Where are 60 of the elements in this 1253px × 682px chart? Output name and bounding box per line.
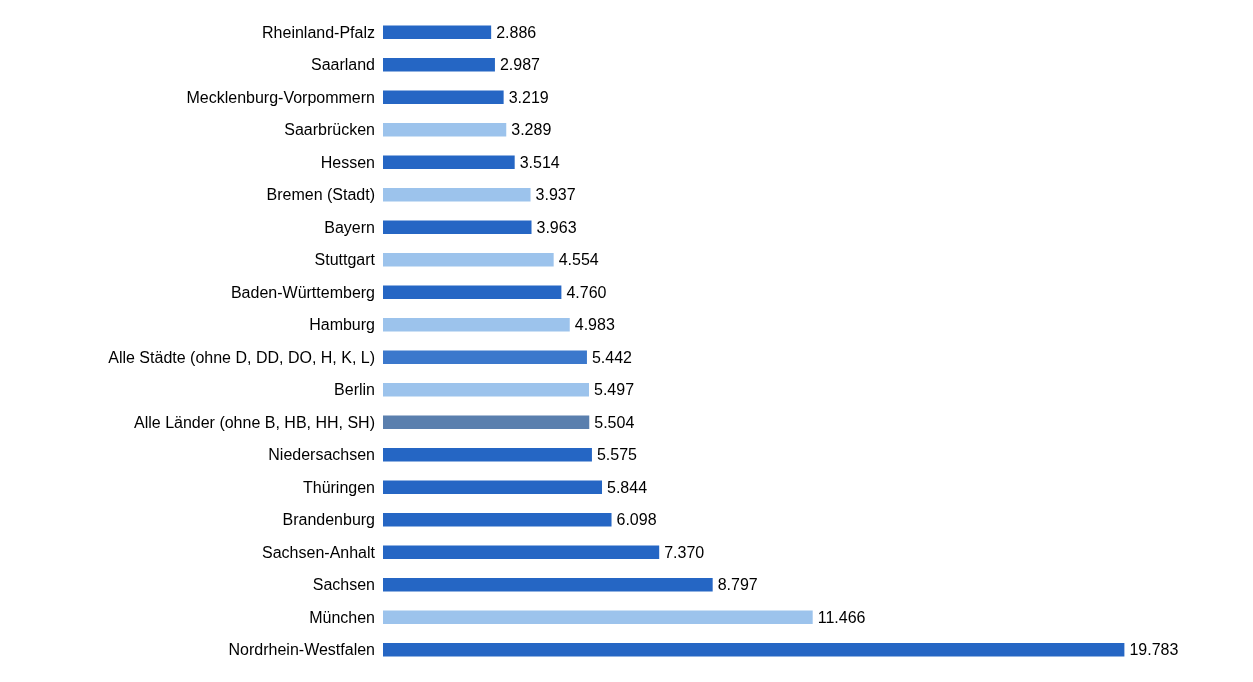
bar xyxy=(383,317,570,332)
data-label: 5.442 xyxy=(591,348,633,366)
bar xyxy=(383,57,495,72)
y-tick-label: Thüringen xyxy=(302,478,375,496)
data-label: 5.504 xyxy=(594,413,635,431)
bar xyxy=(383,545,660,560)
y-tick-label: Bremen (Stadt) xyxy=(266,186,375,204)
data-label: 5.844 xyxy=(607,478,648,496)
data-label: 7.370 xyxy=(664,543,705,561)
y-tick-label: Berlin xyxy=(334,381,375,399)
data-label: 5.575 xyxy=(596,446,638,464)
bar xyxy=(383,187,531,202)
y-tick-label: Saarbrücken xyxy=(284,121,375,139)
y-tick-label: Alle Städte (ohne D, DD, DO, H, K, L) xyxy=(108,348,375,366)
y-tick-label: Stuttgart xyxy=(314,251,376,269)
bar xyxy=(383,480,603,495)
data-label: 3.219 xyxy=(508,88,549,106)
bar xyxy=(383,220,532,235)
bar xyxy=(383,90,504,105)
bar xyxy=(383,447,592,462)
data-label: 3.514 xyxy=(519,153,560,171)
bar xyxy=(383,350,587,365)
y-tick-label: Bayern xyxy=(324,218,375,236)
data-label: 11.466 xyxy=(817,608,866,626)
bar xyxy=(383,610,813,625)
y-tick-label: Sachsen-Anhalt xyxy=(262,543,376,561)
data-label: 8.797 xyxy=(717,576,758,594)
y-tick-label: Mecklenburg-Vorpommern xyxy=(186,88,375,106)
y-tick-label: Rheinland-Pfalz xyxy=(262,23,375,41)
y-tick-label: Baden-Württemberg xyxy=(230,283,375,301)
data-label: 3.963 xyxy=(536,218,577,236)
data-label: 3.289 xyxy=(511,121,552,139)
y-tick-label: Hessen xyxy=(320,153,375,171)
y-tick-label: Saarland xyxy=(310,56,375,74)
bar xyxy=(383,577,713,592)
data-label: 4.554 xyxy=(558,251,599,269)
bar xyxy=(383,382,590,397)
y-tick-label: Sachsen xyxy=(312,576,375,594)
y-tick-label: Alle Länder (ohne B, HB, HH, SH) xyxy=(134,413,375,431)
data-label: 2.886 xyxy=(496,23,537,41)
bar xyxy=(383,252,554,267)
bar xyxy=(383,642,1125,657)
y-tick-label: München xyxy=(309,608,375,626)
y-tick-label: Nordrhein-Westfalen xyxy=(228,641,375,659)
y-tick-label: Hamburg xyxy=(309,316,375,334)
bar xyxy=(383,285,562,300)
y-tick-label: Niedersachsen xyxy=(268,446,375,464)
data-label: 19.783 xyxy=(1129,641,1179,659)
data-label: 4.760 xyxy=(566,283,607,301)
bar xyxy=(383,122,507,137)
data-label: 6.098 xyxy=(616,511,657,529)
bar xyxy=(383,155,515,170)
data-label: 3.937 xyxy=(535,186,576,204)
data-label: 2.987 xyxy=(499,56,541,74)
y-tick-label: Brandenburg xyxy=(282,511,375,529)
bar xyxy=(383,415,590,430)
data-label: 5.497 xyxy=(594,381,635,399)
bar xyxy=(383,512,612,527)
data-label: 4.983 xyxy=(574,316,615,334)
bar xyxy=(383,25,492,40)
